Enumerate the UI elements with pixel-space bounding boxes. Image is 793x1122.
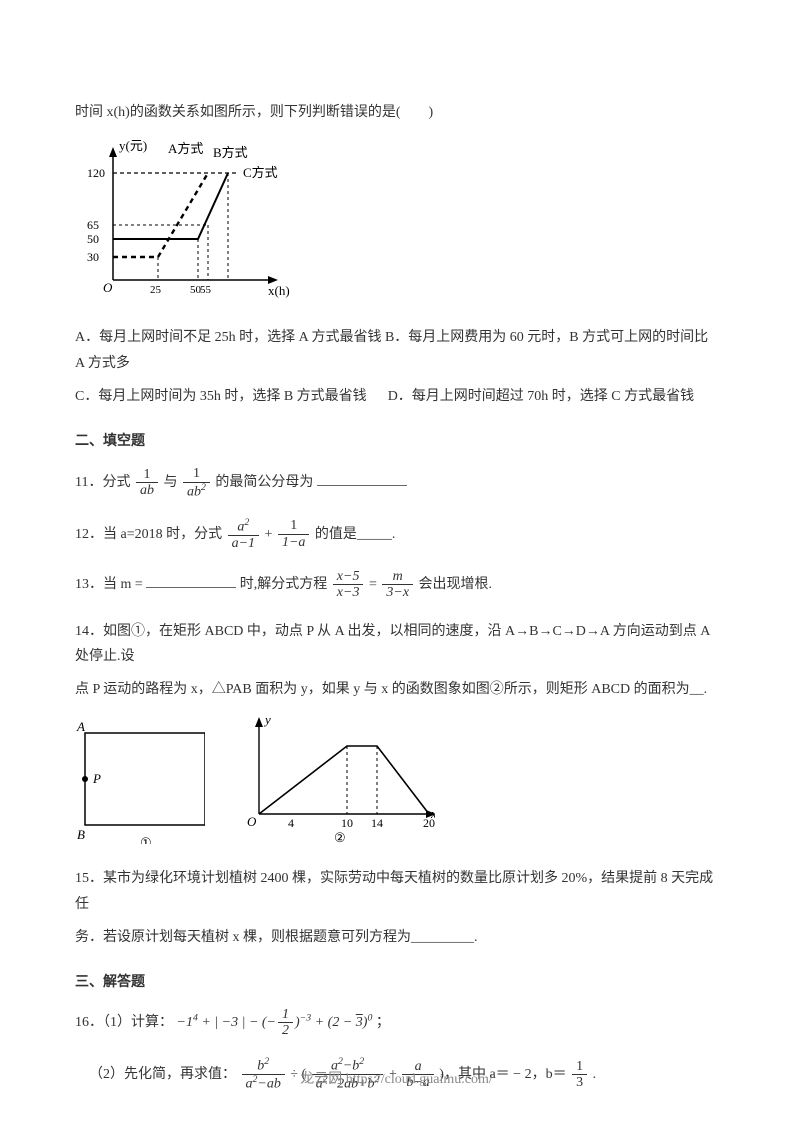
question-12: 12．当 a=2018 时，分式 a2 a−1 + 1 1−a 的值是_____… <box>75 518 718 551</box>
question-15-l2: 务．若设原计划每天植树 x 棵，则根据题意可列方程为_________. <box>75 925 718 950</box>
svg-text:A: A <box>76 719 85 734</box>
svg-text:55: 55 <box>200 284 212 296</box>
option-row-ab: A．每月上网时间不足 25h 时，选择 A 方式最省钱 B．每月上网费用为 60… <box>75 325 718 375</box>
svg-text:②: ② <box>334 830 346 844</box>
section-2-header: 二、填空题 <box>75 429 718 454</box>
q16-1-pre: 16．（1）计算： <box>75 1015 173 1030</box>
q12-frac1: a2 a−1 <box>228 518 259 551</box>
option-c: C．每月上网时间为 35h 时，选择 B 方式最省钱 <box>75 389 367 404</box>
svg-text:14: 14 <box>371 816 383 830</box>
q12-f2-den: 1−a <box>278 535 309 550</box>
q11-f2-num: 1 <box>183 466 210 482</box>
option-row-cd: C．每月上网时间为 35h 时，选择 B 方式最省钱 D．每月上网时间超过 70… <box>75 384 718 409</box>
q11-f1-num: 1 <box>136 467 158 483</box>
svg-text:4: 4 <box>288 816 294 830</box>
q13-f2-den: 3−x <box>382 585 413 600</box>
svg-text:O: O <box>103 280 113 295</box>
svg-text:50: 50 <box>87 232 99 246</box>
svg-text:65: 65 <box>87 218 99 232</box>
q13-post: 会出现增根. <box>419 577 493 592</box>
svg-text:10: 10 <box>341 816 353 830</box>
svg-text:①: ① <box>140 835 152 844</box>
q13-f2-num: m <box>382 569 413 585</box>
svg-text:30: 30 <box>87 250 99 264</box>
q11-f1-den: ab <box>136 483 158 498</box>
q13-blank <box>146 571 236 588</box>
q13-frac2: m 3−x <box>382 569 413 601</box>
q14-charts: ADBCP① yxO4101420② <box>75 714 718 844</box>
question-intro: 时间 x(h)的函数关系如图所示，则下列判断错误的是( ) <box>75 100 718 125</box>
question-13: 13．当 m = 时,解分式方程 x−5 x−3 = m 3−x 会出现增根. <box>75 569 718 601</box>
svg-text:A方式: A方式 <box>168 141 203 156</box>
svg-text:25: 25 <box>150 284 162 296</box>
q16-1-post: ； <box>376 1015 390 1030</box>
q13-eq: = <box>369 577 377 592</box>
q13-frac1: x−5 x−3 <box>333 569 364 601</box>
q12-frac2: 1 1−a <box>278 518 309 550</box>
svg-text:O: O <box>247 814 257 829</box>
svg-text:C方式: C方式 <box>243 165 278 180</box>
chart-14a: ADBCP① <box>75 719 205 844</box>
svg-text:P: P <box>92 771 101 786</box>
svg-text:B方式: B方式 <box>213 145 248 160</box>
q12-plus: + <box>265 527 273 542</box>
question-16-1: 16．（1）计算： −14 + | −3 | − (−12)−3 + (2 − … <box>75 1007 718 1039</box>
question-14-l2: 点 P 运动的路程为 x，△PAB 面积为 y，如果 y 与 x 的函数图象如图… <box>75 677 718 702</box>
question-15-l1: 15．某市为绿化环境计划植树 2400 棵，实际劳动中每天植树的数量比原计划多 … <box>75 866 718 916</box>
q11-f2-den: ab2 <box>183 483 210 500</box>
question-14-l1: 14．如图①，在矩形 ABCD 中，动点 P 从 A 出发，以相同的速度，沿 A… <box>75 619 718 669</box>
section-3-header: 三、解答题 <box>75 970 718 995</box>
q12-f1-den: a−1 <box>228 536 259 551</box>
q13-f1-num: x−5 <box>333 569 364 585</box>
q13-f1-den: x−3 <box>333 585 364 600</box>
svg-text:20: 20 <box>423 816 435 830</box>
page-footer: 龙云网 https://cloud.guaimu.com/ <box>0 1067 793 1092</box>
svg-text:B: B <box>77 827 85 842</box>
question-11: 11．分式 1 ab 与 1 ab2 的最简公分母为 <box>75 466 718 499</box>
q11-mid: 与 <box>163 475 177 490</box>
svg-text:120: 120 <box>87 166 105 180</box>
q12-f1-num: a2 <box>228 518 259 536</box>
q11-blank <box>317 469 407 486</box>
q13-mid: 时,解分式方程 <box>240 577 328 592</box>
q11-pre: 11．分式 <box>75 475 130 490</box>
svg-text:x(h): x(h) <box>268 283 290 298</box>
q11-frac1: 1 ab <box>136 467 158 499</box>
chart-internet-cost: y(元)x(h)O305065120255055A方式B方式C方式 <box>85 135 718 309</box>
option-a: A．每月上网时间不足 25h 时，选择 A 方式最省钱 <box>75 330 381 345</box>
svg-text:y: y <box>263 714 271 727</box>
q12-pre: 12．当 a=2018 时，分式 <box>75 527 222 542</box>
option-d: D．每月上网时间超过 70h 时，选择 C 方式最省钱 <box>388 389 694 404</box>
q16-1-expr: −14 + | −3 | − (−12)−3 + (2 − 3)0 <box>177 1015 376 1030</box>
q12-f2-num: 1 <box>278 518 309 534</box>
q11-frac2: 1 ab2 <box>183 466 210 499</box>
chart-14b: yxO4101420② <box>245 714 435 844</box>
q13-pre: 13．当 m = <box>75 577 143 592</box>
svg-text:y(元): y(元) <box>119 138 147 153</box>
q11-post: 的最简公分母为 <box>215 475 313 490</box>
q12-post: 的值是_____. <box>315 527 396 542</box>
